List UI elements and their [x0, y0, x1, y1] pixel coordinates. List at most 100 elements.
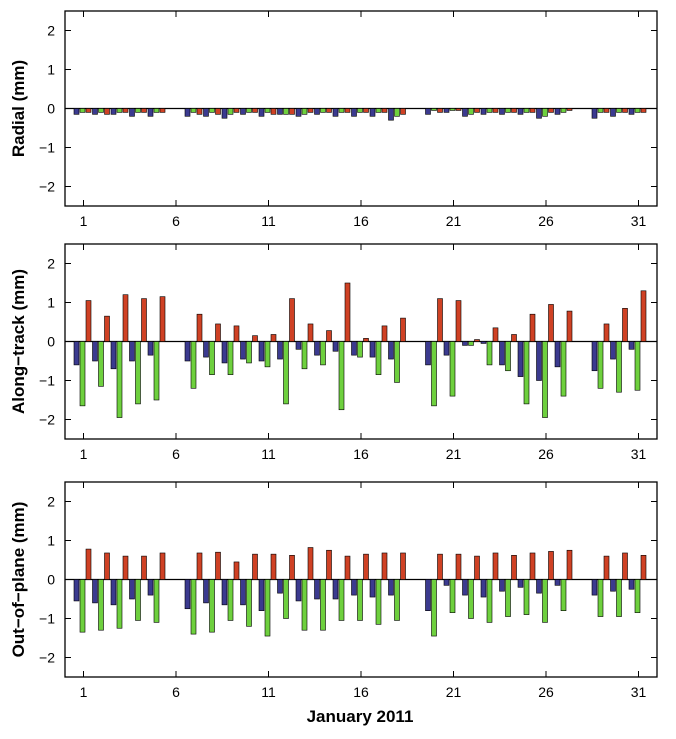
out-of-plane-bar-day10-s2 — [246, 579, 252, 627]
radial-ytick-label: 1 — [47, 62, 55, 78]
out-of-plane-bar-day21-s3 — [455, 553, 462, 580]
out-of-plane-bar-day25-s2 — [523, 579, 530, 615]
out-of-plane-bar-day24-s3 — [511, 555, 517, 580]
along-track-bar-day14-s2 — [320, 341, 326, 366]
along-track-bar-day25-s2 — [523, 341, 530, 405]
out-of-plane-bar-day2-s2 — [98, 579, 104, 631]
along-track-bar-day8-s1 — [203, 341, 209, 358]
radial-bar-day20-s1 — [425, 108, 431, 115]
along-track-bar-day20-s3 — [437, 298, 443, 342]
out-of-plane-xtick-label: 11 — [261, 684, 276, 700]
radial-bar-day29-s1 — [591, 108, 598, 119]
radial-bar-day10-s2 — [246, 108, 252, 113]
along-track-bar-day27-s3 — [566, 310, 573, 342]
out-of-plane-bar-day23-s2 — [486, 579, 493, 623]
along-track-bar-day31-s2 — [634, 341, 641, 391]
out-of-plane-bar-day8-s2 — [209, 579, 215, 633]
along-track-bar-day20-s2 — [431, 341, 437, 407]
radial-bar-day12-s3 — [289, 108, 295, 115]
out-of-plane-bar-day7-s1 — [184, 579, 191, 610]
out-of-plane-bar-day18-s1 — [388, 579, 394, 596]
out-of-plane-xtick-label: 1 — [80, 684, 88, 700]
radial-xtick-label: 31 — [631, 213, 647, 229]
radial-bar-day18-s2 — [394, 108, 400, 117]
along-track-bar-day12-s1 — [277, 341, 283, 360]
along-track-xtick-label: 6 — [172, 446, 180, 462]
along-track-bar-day18-s3 — [400, 317, 406, 342]
along-track-frame — [64, 243, 658, 440]
along-track-xtick-label: 21 — [446, 446, 462, 462]
along-track-bar-day30-s3 — [622, 308, 628, 342]
along-track-bar-day10-s2 — [246, 341, 252, 364]
along-track-xtick-label: 26 — [538, 446, 554, 462]
out-of-plane-bar-day27-s2 — [560, 579, 567, 612]
out-of-plane-bar-day18-s3 — [400, 552, 406, 580]
along-track-bar-day23-s3 — [492, 327, 499, 342]
radial-bar-day8-s2 — [209, 108, 215, 113]
along-track-bar-day10-s1 — [240, 341, 246, 360]
out-of-plane-xtick-label: 26 — [538, 684, 554, 700]
radial-bar-day30-s3 — [622, 108, 628, 113]
along-track-bar-day11-s1 — [258, 341, 265, 362]
along-track-bar-day9-s1 — [221, 341, 228, 364]
out-of-plane-xtick-label: 21 — [446, 684, 462, 700]
along-track-bar-day27-s1 — [554, 341, 561, 368]
out-of-plane-ytick-label: 1 — [47, 533, 55, 549]
along-track-bar-day14-s1 — [314, 341, 320, 356]
out-of-plane-bar-day5-s2 — [153, 579, 160, 623]
out-of-plane-bar-day10-s3 — [252, 553, 258, 580]
out-of-plane-bar-day7-s3 — [196, 552, 203, 580]
out-of-plane-bar-day1-s1 — [73, 579, 80, 602]
radial-bar-day21-s2 — [449, 108, 456, 111]
out-of-plane-bar-day10-s1 — [240, 579, 246, 606]
radial-ytick-label: 2 — [47, 23, 55, 39]
out-of-plane-bar-day23-s3 — [492, 552, 499, 580]
radial-bar-day21-s3 — [455, 108, 462, 111]
along-track-bar-day1-s3 — [85, 300, 92, 342]
out-of-plane-bar-day11-s1 — [258, 579, 265, 612]
radial-bar-day22-s3 — [474, 108, 480, 113]
out-of-plane-bar-day9-s3 — [233, 561, 240, 580]
out-of-plane-bar-day17-s1 — [369, 579, 376, 598]
along-track-bar-day3-s3 — [122, 294, 129, 342]
radial-bar-day14-s1 — [314, 108, 320, 115]
out-of-plane-bar-day14-s2 — [320, 579, 326, 631]
out-of-plane-bar-day8-s3 — [215, 551, 221, 580]
radial-bar-day3-s3 — [122, 108, 129, 113]
radial-bar-day15-s1 — [332, 108, 339, 117]
radial-ytick-label: −1 — [39, 140, 55, 156]
out-of-plane-bar-day31-s2 — [634, 579, 641, 613]
radial-bar-day8-s3 — [215, 108, 221, 115]
radial-xtick-label: 6 — [172, 213, 180, 229]
out-of-plane-bar-day15-s1 — [332, 579, 339, 600]
radial-bar-day30-s1 — [610, 108, 616, 117]
along-track-bar-day20-s1 — [425, 341, 431, 366]
out-of-plane-bar-day12-s2 — [283, 579, 289, 619]
along-track-bar-day18-s1 — [388, 341, 394, 360]
radial-bar-day18-s3 — [400, 108, 406, 115]
along-track-xtick-label: 11 — [261, 446, 276, 462]
along-track-bar-day7-s3 — [196, 313, 203, 342]
radial-bar-day16-s1 — [351, 108, 357, 117]
out-of-plane-bar-day15-s3 — [344, 555, 351, 580]
radial-bar-day4-s1 — [129, 108, 135, 117]
out-of-plane-bar-day20-s2 — [431, 579, 437, 637]
along-track-bar-day4-s2 — [135, 341, 141, 405]
out-of-plane-bar-day1-s2 — [79, 579, 86, 633]
out-of-plane-bar-day14-s1 — [314, 579, 320, 600]
out-of-plane-bar-day29-s3 — [603, 555, 610, 580]
out-of-plane-bar-day22-s3 — [474, 555, 480, 580]
along-track-bar-day31-s1 — [628, 341, 635, 350]
along-track-bar-day8-s3 — [215, 323, 221, 342]
out-of-plane-frame — [64, 481, 658, 678]
radial-bar-day29-s3 — [603, 108, 610, 113]
along-track-bar-day9-s3 — [233, 325, 240, 342]
along-track-bar-day23-s1 — [480, 341, 487, 344]
out-of-plane-bar-day27-s1 — [554, 579, 561, 586]
along-track-bar-day25-s1 — [517, 341, 524, 377]
radial-bar-day24-s2 — [505, 108, 511, 113]
out-of-plane-bar-day4-s3 — [141, 555, 147, 580]
along-track-bar-day9-s2 — [227, 341, 234, 375]
